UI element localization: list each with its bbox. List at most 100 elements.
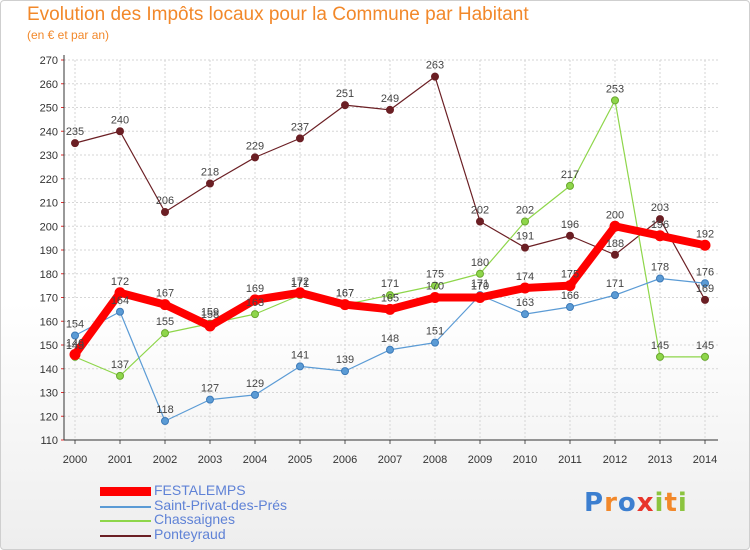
data-label-chassaignes: 145 <box>696 340 714 352</box>
data-label-ponteyraud: 218 <box>201 167 219 179</box>
data-label-saint-privat-des-pr-s: 163 <box>516 297 534 309</box>
data-label-ponteyraud: 229 <box>246 140 264 152</box>
legend-label-festalemps: FESTALEMPS <box>154 482 246 498</box>
y-tick-label: 170 <box>40 293 58 305</box>
data-label-chassaignes: 145 <box>651 340 669 352</box>
data-label-saint-privat-des-pr-s: 176 <box>696 266 714 278</box>
data-label-chassaignes: 202 <box>516 205 534 217</box>
data-label-chassaignes: 163 <box>246 297 264 309</box>
data-label-saint-privat-des-pr-s: 151 <box>426 326 444 338</box>
data-label-saint-privat-des-pr-s: 164 <box>111 295 129 307</box>
data-point-ponteyraud <box>521 243 529 252</box>
data-label-ponteyraud: 202 <box>471 205 489 217</box>
data-point-saint-privat-des-pr-s <box>71 331 79 340</box>
logo-letter: o <box>617 488 637 518</box>
data-label-chassaignes: 171 <box>381 278 399 290</box>
logo-letter: i <box>677 488 688 518</box>
data-point-festalemps <box>474 292 486 303</box>
data-point-festalemps <box>69 349 81 360</box>
data-point-saint-privat-des-pr-s <box>341 367 349 376</box>
data-point-festalemps <box>654 230 666 242</box>
data-point-festalemps <box>564 280 576 292</box>
data-label-ponteyraud: 191 <box>516 231 534 243</box>
data-point-saint-privat-des-pr-s <box>701 279 709 288</box>
data-point-festalemps <box>339 299 351 311</box>
x-tick-label: 2008 <box>423 454 447 466</box>
x-tick-label: 2003 <box>198 454 222 466</box>
x-tick-label: 2010 <box>513 454 537 466</box>
data-label-festalemps: 165 <box>381 292 399 304</box>
y-tick-label: 240 <box>40 126 58 138</box>
y-tick-label: 270 <box>40 55 58 67</box>
data-point-chassaignes <box>386 291 394 300</box>
data-label-saint-privat-des-pr-s: 171 <box>606 278 624 290</box>
data-point-festalemps <box>609 220 621 232</box>
data-label-chassaignes: 253 <box>606 83 624 95</box>
data-point-festalemps <box>294 287 306 299</box>
x-tick-label: 2007 <box>378 454 402 466</box>
data-point-saint-privat-des-pr-s <box>161 417 169 425</box>
y-tick-label: 150 <box>40 340 58 352</box>
legend-swatch-chassaignes <box>100 520 151 522</box>
data-point-ponteyraud <box>251 153 259 162</box>
logo-letter: i <box>654 488 665 518</box>
x-tick-label: 2006 <box>333 454 357 466</box>
data-label-chassaignes: 155 <box>156 316 174 328</box>
data-label-saint-privat-des-pr-s: 127 <box>201 383 219 395</box>
data-label-festalemps: 158 <box>201 309 219 321</box>
data-point-ponteyraud <box>701 295 709 304</box>
legend-label-saint-privat: Saint-Privat-des-Prés <box>154 497 288 513</box>
data-point-saint-privat-des-pr-s <box>431 338 439 347</box>
data-point-festalemps <box>249 294 261 306</box>
logo-letter: t <box>664 488 678 518</box>
data-label-chassaignes: 159 <box>201 307 219 319</box>
y-tick-label: 260 <box>40 79 58 91</box>
data-label-saint-privat-des-pr-s: 139 <box>336 354 354 366</box>
legend-item-saint-privat: Saint-Privat-des-Prés <box>100 497 360 514</box>
data-point-chassaignes <box>431 281 439 290</box>
x-tick-label: 2009 <box>468 454 492 466</box>
data-point-festalemps <box>699 239 711 251</box>
x-tick-label: 2005 <box>288 454 312 466</box>
legend-label-chassaignes: Chassaignes <box>154 511 235 527</box>
data-point-ponteyraud <box>206 179 214 188</box>
chart-subtitle: (en € et par an) <box>27 28 110 42</box>
data-label-saint-privat-des-pr-s: 166 <box>561 290 579 302</box>
data-point-ponteyraud <box>296 134 304 143</box>
chart-title: Evolution des Impôts locaux pour la Comm… <box>27 4 529 25</box>
data-point-ponteyraud <box>476 217 484 226</box>
y-tick-label: 210 <box>40 198 58 210</box>
data-point-ponteyraud <box>341 101 349 110</box>
legend-item-chassaignes: Chassaignes <box>100 511 360 528</box>
data-point-saint-privat-des-pr-s <box>116 307 124 316</box>
proxiti-logo: Proxiti <box>584 488 688 518</box>
legend-swatch-festalemps <box>100 487 151 496</box>
data-point-chassaignes <box>251 310 259 319</box>
data-label-saint-privat-des-pr-s: 148 <box>381 333 399 345</box>
data-point-chassaignes <box>656 352 664 361</box>
data-point-chassaignes <box>476 269 484 278</box>
y-tick-label: 230 <box>40 150 58 162</box>
y-tick-label: 200 <box>40 221 58 233</box>
y-tick-label: 220 <box>40 174 58 186</box>
x-tick-label: 2000 <box>63 454 87 466</box>
x-tick-label: 2013 <box>648 454 672 466</box>
data-point-ponteyraud <box>71 139 79 148</box>
data-point-chassaignes <box>701 352 709 361</box>
legend-item-festalemps: FESTALEMPS <box>100 482 360 499</box>
data-label-ponteyraud: 196 <box>561 219 579 231</box>
data-label-ponteyraud: 251 <box>336 88 354 100</box>
y-tick-label: 190 <box>40 245 58 257</box>
data-label-chassaignes: 167 <box>336 288 354 300</box>
data-point-festalemps <box>204 320 216 332</box>
data-label-saint-privat-des-pr-s: 141 <box>291 349 309 361</box>
data-point-saint-privat-des-pr-s <box>296 362 304 371</box>
data-label-festalemps: 172 <box>291 276 309 288</box>
x-tick-label: 2001 <box>108 454 132 466</box>
data-label-saint-privat-des-pr-s: 129 <box>246 378 264 390</box>
data-point-saint-privat-des-pr-s <box>386 345 394 354</box>
y-tick-label: 110 <box>40 435 58 447</box>
data-label-ponteyraud: 169 <box>696 283 714 295</box>
data-label-festalemps: 172 <box>111 276 129 288</box>
data-label-festalemps: 196 <box>651 219 669 231</box>
